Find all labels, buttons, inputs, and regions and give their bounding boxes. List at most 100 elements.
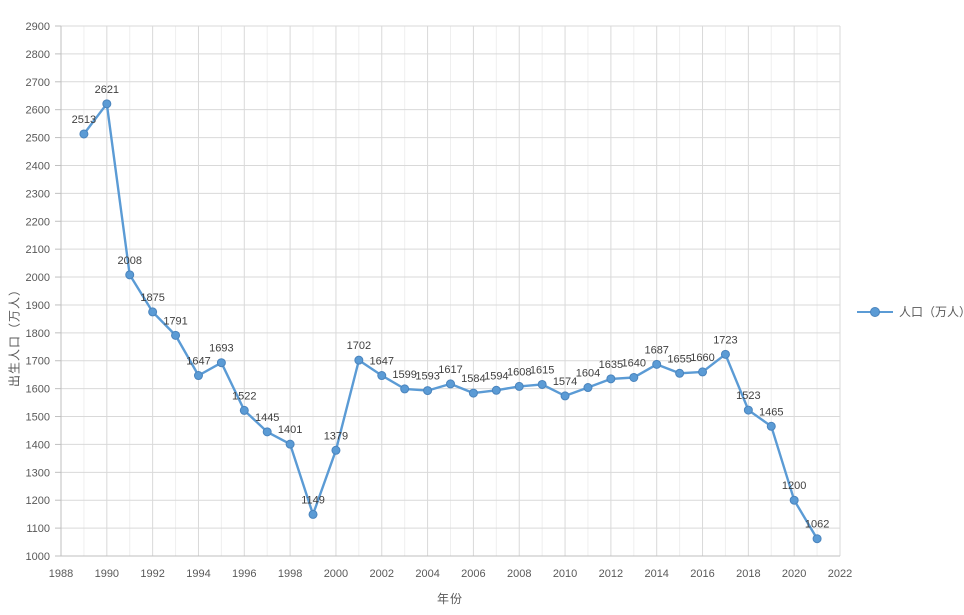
data-point-label: 2008 [117,255,141,267]
x-tick-label: 2002 [370,568,394,580]
data-point-label: 1647 [370,356,394,368]
data-point-marker [308,509,318,519]
data-point-label: 1062 [805,519,829,531]
data-point-marker [377,371,387,381]
data-point-label: 1445 [255,412,279,424]
data-point-label: 2621 [95,84,119,96]
y-tick-label: 1700 [26,356,50,368]
data-point-marker [468,388,478,398]
data-point-marker [239,405,249,415]
x-tick-label: 2020 [782,568,806,580]
data-point-marker [446,379,455,389]
data-point-marker [514,381,524,391]
data-point-label: 1791 [163,315,187,327]
y-tick-label: 1200 [26,495,50,507]
data-point-label: 1875 [140,292,164,304]
data-point-label: 1574 [553,376,577,388]
y-tick-label: 2200 [26,216,50,228]
y-tick-label: 2800 [26,49,50,61]
y-tick-label: 2300 [26,188,50,200]
data-point-label: 2513 [72,114,96,126]
data-point-marker [629,372,639,382]
data-point-marker [285,439,295,449]
data-point-label: 1522 [232,390,256,402]
data-point-marker [606,374,616,384]
data-point-label: 1465 [759,406,783,418]
x-tick-label: 1996 [232,568,256,580]
y-tick-label: 1800 [26,328,50,340]
data-point-label: 1523 [736,390,760,402]
data-point-label: 1379 [324,430,348,442]
data-point-marker [193,371,203,381]
x-tick-label: 2006 [461,568,485,580]
data-point-marker [262,427,272,437]
x-axis-title: 年份 [436,592,464,606]
legend-label: 人口（万人） [899,305,964,319]
data-point-marker [125,270,135,280]
x-tick-label: 2016 [690,568,714,580]
data-point-label: 1640 [622,357,646,369]
data-point-marker [400,384,410,394]
data-point-label: 1660 [690,352,714,364]
data-point-label: 1594 [484,370,508,382]
x-tick-label: 1988 [49,568,73,580]
data-point-marker [698,367,708,377]
data-point-marker [652,359,662,369]
legend-line-marker-icon [857,306,893,317]
data-point-marker [812,534,822,544]
data-point-label: 1655 [667,353,691,365]
data-point-label: 1617 [438,364,462,376]
x-tick-label: 2000 [324,568,348,580]
y-tick-label: 2700 [26,77,50,89]
data-point-label: 1608 [507,366,531,378]
y-tick-label: 1400 [26,439,50,451]
data-point-label: 1401 [278,424,302,436]
data-point-label: 1687 [644,344,668,356]
y-tick-label: 2400 [26,160,50,172]
data-point-marker [354,355,364,365]
data-point-label: 1604 [576,368,600,380]
data-point-marker [720,349,730,359]
x-tick-label: 2014 [644,568,668,580]
y-tick-label: 2500 [26,133,50,145]
y-tick-label: 2900 [26,21,50,33]
data-point-marker [675,368,685,378]
data-point-label: 1599 [392,369,416,381]
y-tick-label: 2000 [26,272,50,284]
y-axis-title: 出生人口（万人） [7,282,22,388]
x-tick-label: 1992 [140,568,164,580]
x-tick-label: 1994 [186,568,210,580]
data-point-marker [560,391,570,401]
data-point-label: 1149 [301,494,325,506]
data-point-marker [79,129,89,139]
x-tick-label: 1998 [278,568,302,580]
x-tick-label: 2008 [507,568,531,580]
y-tick-label: 1600 [26,384,50,396]
data-point-label: 1647 [186,356,210,368]
data-point-label: 1200 [782,480,806,492]
x-tick-label: 2010 [553,568,577,580]
data-point-marker [743,405,753,415]
data-point-marker [148,307,158,317]
data-point-label: 1593 [415,371,439,383]
legend: 人口（万人） [856,303,964,320]
y-tick-label: 1100 [26,523,50,535]
data-point-marker [102,99,112,109]
x-tick-label: 2022 [828,568,852,580]
data-point-marker [216,358,226,368]
data-point-marker [789,495,799,505]
data-point-label: 1723 [713,334,737,346]
data-point-marker [423,386,433,396]
data-point-marker [491,385,501,395]
y-tick-label: 1500 [26,412,50,424]
x-tick-label: 2004 [415,568,439,580]
data-point-label: 1702 [347,340,371,352]
data-point-marker [331,445,341,455]
y-tick-label: 1300 [26,467,50,479]
x-tick-label: 1990 [95,568,119,580]
y-tick-label: 1000 [26,551,50,563]
x-tick-label: 2018 [736,568,760,580]
y-tick-label: 1900 [26,300,50,312]
